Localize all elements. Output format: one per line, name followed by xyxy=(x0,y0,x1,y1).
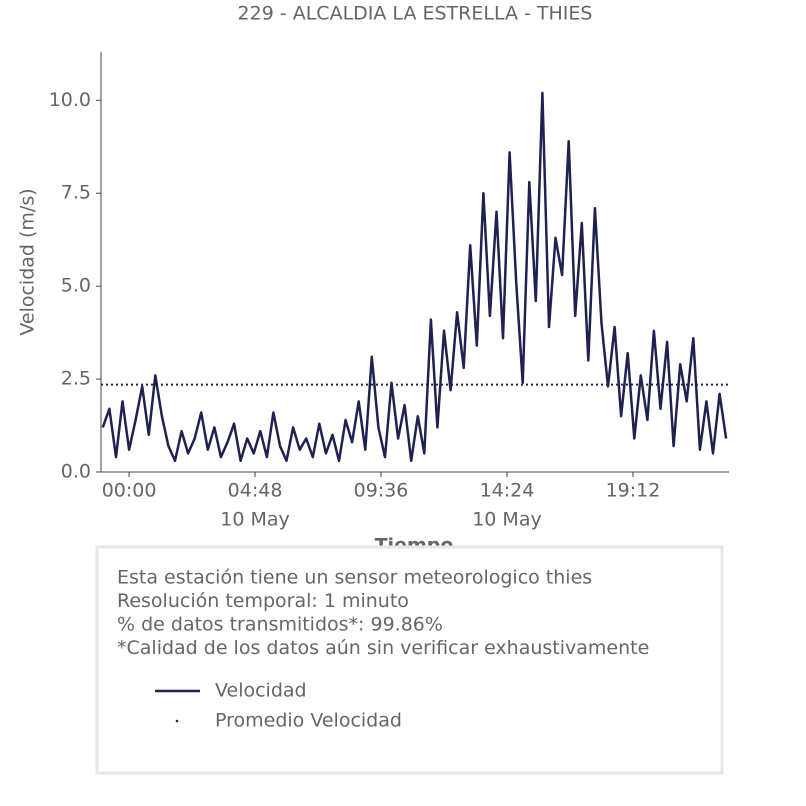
legend-box xyxy=(95,545,724,775)
y-axis-label: Velocidad (m/s) xyxy=(17,188,39,335)
y-tick-label: 2.5 xyxy=(61,368,91,390)
info-text: *Calidad de los datos aún sin verificar … xyxy=(117,637,649,659)
x-tick-label: 09:36 xyxy=(354,480,409,502)
series-line xyxy=(101,91,728,463)
chart-title: 229 - ALCALDIA LA ESTRELLA - THIES xyxy=(238,3,593,25)
x-tick-sublabel: 10 May xyxy=(220,509,290,531)
x-tick-label: 04:48 xyxy=(228,480,283,502)
y-tick-label: 5.0 xyxy=(61,275,91,297)
info-text: % de datos transmitidos*: 99.86% xyxy=(117,614,443,636)
info-text: Resolución temporal: 1 minuto xyxy=(117,590,409,612)
x-tick-sublabel: 10 May xyxy=(472,509,542,531)
legend-label: Velocidad xyxy=(215,680,307,702)
x-tick-label: 19:12 xyxy=(606,480,661,502)
x-tick-label: 14:24 xyxy=(480,480,535,502)
legend-label: Promedio Velocidad xyxy=(215,710,402,732)
info-text: Esta estación tiene un sensor meteorolog… xyxy=(117,567,592,589)
legend-dot xyxy=(175,719,179,723)
y-tick-label: 10.0 xyxy=(49,89,91,111)
y-tick-label: 0.0 xyxy=(61,461,91,483)
x-tick-label: 00:00 xyxy=(102,480,157,502)
y-tick-label: 7.5 xyxy=(61,182,91,204)
